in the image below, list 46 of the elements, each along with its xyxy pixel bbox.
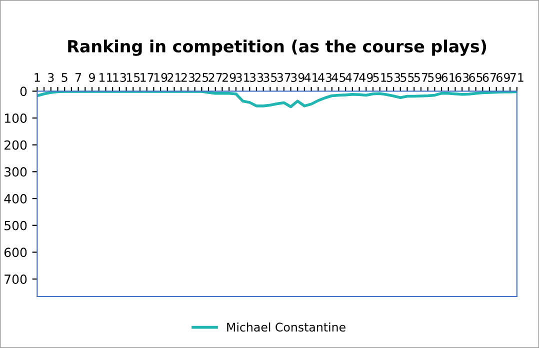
x-tick-label: 31	[236, 73, 250, 82]
y-tick-label: 300	[4, 167, 27, 177]
x-tick-label: 45	[332, 73, 346, 82]
x-tick-label: 71	[510, 73, 524, 82]
y-tick-label: 0	[20, 86, 27, 96]
x-tick-label: 65	[469, 73, 482, 82]
y-tick-label: 200	[4, 140, 27, 150]
x-tick-label: 39	[290, 73, 304, 82]
x-tick-label: 35	[264, 73, 277, 82]
x-tick-label: 3	[48, 73, 54, 82]
y-tick-label: 100	[4, 113, 27, 123]
y-tick-label: 400	[4, 194, 27, 204]
y-tick-label: 700	[4, 274, 27, 284]
chart-title: Ranking in competition (as the course plays)	[68, 40, 486, 56]
x-tick-label: 1	[34, 73, 40, 82]
x-tick-label: 27	[208, 73, 222, 82]
x-tick-label: 17	[140, 73, 154, 82]
x-tick-label: 69	[496, 73, 510, 82]
x-tick-label: 9	[89, 73, 95, 82]
x-tick-label: 23	[181, 73, 195, 82]
x-tick-label: 53	[386, 73, 400, 82]
x-tick-label: 13	[113, 73, 126, 82]
x-tick-label: 61	[442, 73, 455, 82]
x-tick-label: 19	[154, 73, 168, 82]
x-tick-label: 57	[414, 73, 428, 82]
x-tick-label: 21	[168, 73, 181, 82]
x-tick-label: 25	[195, 73, 208, 82]
x-tick-label: 5	[62, 73, 68, 82]
x-tick-label: 59	[428, 73, 442, 82]
x-tick-label: 49	[359, 73, 373, 82]
x-tick-label: 33	[250, 73, 264, 82]
x-tick-label: 43	[318, 73, 332, 82]
x-tick-label: 15	[126, 73, 140, 82]
x-tick-label: 63	[455, 73, 469, 82]
x-tick-label: 7	[76, 73, 82, 82]
x-tick-label: 37	[277, 73, 290, 82]
y-tick-label: 500	[4, 220, 27, 230]
legend-label: Michael Constantine	[227, 322, 346, 332]
x-tick-label: 67	[482, 73, 496, 82]
x-tick-label: 11	[100, 73, 112, 82]
x-tick-label: 29	[222, 73, 236, 82]
x-tick-label: 55	[400, 73, 414, 82]
x-tick-label: 41	[304, 73, 318, 82]
x-tick-label: 47	[345, 73, 359, 82]
y-tick-label: 600	[4, 248, 27, 258]
x-tick-label: 51	[373, 73, 386, 82]
